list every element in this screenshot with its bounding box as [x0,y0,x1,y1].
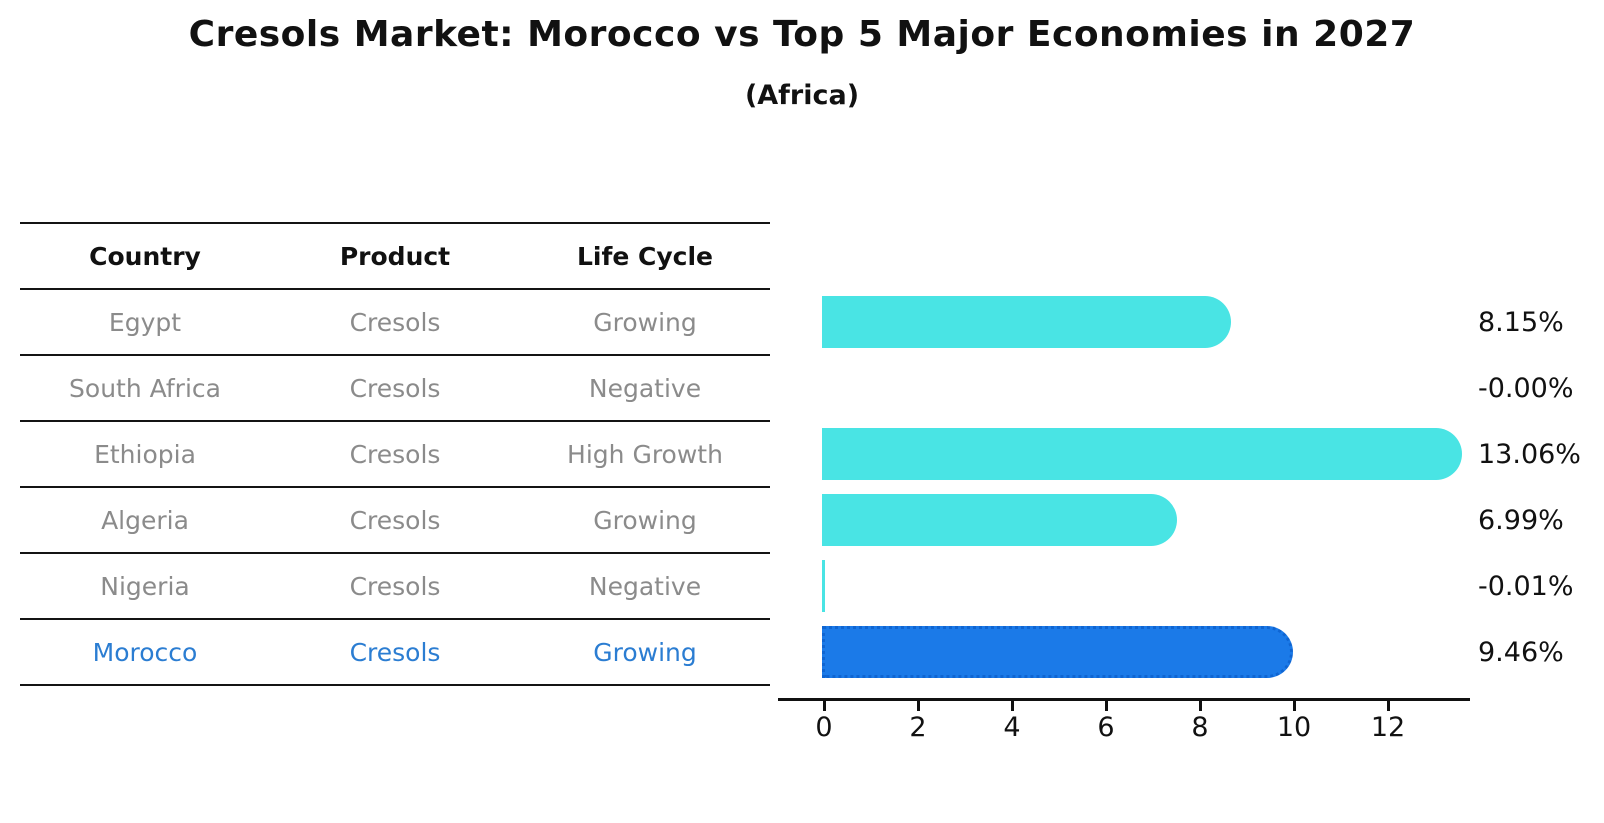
table-cell-nigeria-country: Nigeria [100,571,190,601]
bar-value-algeria: 6.99% [1478,504,1564,536]
table-border-line [20,552,770,554]
bar-value-ethiopia: 13.06% [1478,438,1581,470]
bar-morocco [822,626,1293,678]
table-cell-ethiopia-country: Ethiopia [94,439,196,469]
table-border-line [20,684,770,686]
table-border-line [20,288,770,290]
table-cell-egypt-country: Egypt [108,307,182,337]
table-cell-morocco-product: Cresols [349,637,441,667]
table-cell-morocco-life-cycle: Growing [593,637,697,667]
bar-value-south-africa: -0.00% [1478,372,1574,404]
x-axis-tick-label: 2 [909,712,927,743]
table-cell-egypt-product: Cresols [349,307,441,337]
x-axis-tick-label: 6 [1097,712,1115,743]
chart-subtitle: (Africa) [744,80,860,111]
table-cell-south-africa-life-cycle: Negative [588,373,702,403]
table-border-line [20,222,770,224]
x-axis-tick-label: 8 [1191,712,1209,743]
bar-value-nigeria: -0.01% [1478,570,1574,602]
x-axis-tick [1105,701,1108,711]
table-header-product: Product [339,241,451,271]
x-axis-tick [823,701,826,711]
x-axis-tick-label: 10 [1276,712,1312,743]
x-axis-tick [1293,701,1296,711]
bar-value-morocco: 9.46% [1478,636,1564,668]
table-border-line [20,618,770,620]
x-axis-tick [1011,701,1014,711]
table-cell-south-africa-product: Cresols [349,373,441,403]
table-header-country: Country [89,241,201,271]
table-cell-nigeria-product: Cresols [349,571,441,601]
table-border-line [20,354,770,356]
bar-algeria [822,494,1177,546]
table-cell-morocco-country: Morocco [92,637,198,667]
bar-value-egypt: 8.15% [1478,306,1564,338]
x-axis-tick-label: 0 [815,712,833,743]
x-axis-tick [1387,701,1390,711]
bar-egypt [822,296,1231,348]
table-cell-nigeria-life-cycle: Negative [588,571,702,601]
table-border-line [20,486,770,488]
chart-title: Cresols Market: Morocco vs Top 5 Major E… [188,14,1416,55]
x-axis-tick-label: 4 [1003,712,1021,743]
x-axis-tick-label: 12 [1370,712,1406,743]
table-cell-algeria-product: Cresols [349,505,441,535]
bar-ethiopia [822,428,1462,480]
x-axis-line [778,698,1470,701]
bar-nigeria [822,560,825,612]
x-axis-tick [1199,701,1202,711]
x-axis-tick [917,701,920,711]
table-cell-ethiopia-product: Cresols [349,439,441,469]
table-cell-south-africa-country: South Africa [69,373,221,403]
table-cell-egypt-life-cycle: Growing [593,307,697,337]
table-border-line [20,420,770,422]
table-cell-algeria-life-cycle: Growing [593,505,697,535]
table-cell-algeria-country: Algeria [101,505,189,535]
table-header-life-cycle: Life Cycle [576,241,714,271]
table-cell-ethiopia-life-cycle: High Growth [567,439,723,469]
